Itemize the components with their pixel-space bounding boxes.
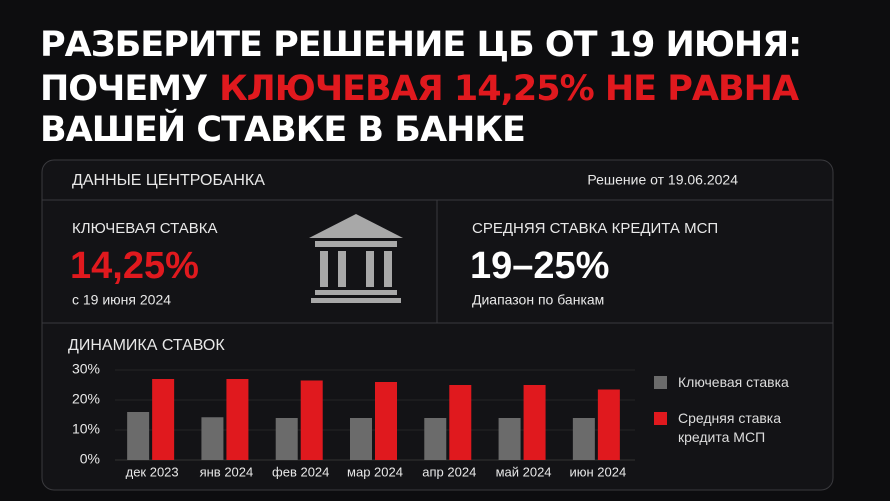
title-line: РАЗБЕРИТЕ РЕШЕНИЕ ЦБ ОТ 19 ИЮНЯ:	[40, 25, 801, 65]
x-tick-label: фев 2024	[272, 464, 329, 479]
bar	[449, 385, 472, 460]
bar	[498, 418, 521, 460]
stat-value: 14,25%	[70, 245, 199, 287]
stat-note: с 19 июня 2024	[72, 292, 171, 308]
x-tick-label: июн 2024	[569, 464, 626, 479]
bar	[275, 418, 298, 460]
stat-value: 19–25%	[470, 245, 609, 287]
bar	[201, 417, 224, 460]
bar	[572, 418, 595, 460]
x-tick-label: май 2024	[496, 464, 552, 479]
chart: 0% 10% 20% 30% дек 2023 янв 2024 фев 2024 мар 2…	[72, 361, 635, 479]
bank-icon	[309, 214, 403, 303]
y-tick-label: 10%	[72, 421, 100, 437]
title-highlight: КЛЮЧЕВАЯ 14,25% НЕ РАВНА	[219, 69, 799, 109]
chart-title: ДИНАМИКА СТАВОК	[68, 337, 225, 354]
title-line: ВАШЕЙ СТАВКЕ В БАНКЕ	[40, 108, 525, 150]
stat-note: Диапазон по банкам	[472, 292, 604, 308]
legend-swatch	[654, 376, 667, 389]
x-tick-label: апр 2024	[422, 464, 476, 479]
bar	[597, 389, 620, 460]
x-tick-label: янв 2024	[200, 464, 254, 479]
bar	[127, 412, 150, 460]
legend-label: Ключевая ставка	[678, 374, 789, 390]
title-line: ПОЧЕМУ КЛЮЧЕВАЯ 14,25% НЕ РАВНА	[40, 69, 799, 109]
bar	[375, 382, 397, 460]
legend-swatch	[654, 412, 667, 425]
bar	[152, 379, 175, 460]
bar	[226, 379, 249, 460]
bar	[523, 385, 546, 460]
legend-label: Средняя ставка кредита МСП	[678, 410, 782, 445]
bar	[350, 418, 372, 460]
bar	[424, 418, 447, 460]
x-tick-label: мар 2024	[347, 464, 403, 479]
decision-date: Решение от 19.06.2024	[587, 172, 738, 188]
stat-label: СРЕДНЯЯ СТАВКА КРЕДИТА МСП	[472, 220, 718, 237]
title-text: ПОЧЕМУ	[40, 69, 207, 109]
bar	[300, 380, 323, 460]
y-tick-label: 0%	[80, 451, 100, 467]
y-tick-label: 20%	[72, 391, 100, 407]
stat-label: КЛЮЧЕВАЯ СТАВКА	[72, 220, 218, 237]
x-tick-label: дек 2023	[126, 464, 179, 479]
panel-heading: ДАННЫЕ ЦЕНТРОБАНКА	[72, 172, 265, 189]
y-tick-label: 30%	[72, 361, 100, 377]
